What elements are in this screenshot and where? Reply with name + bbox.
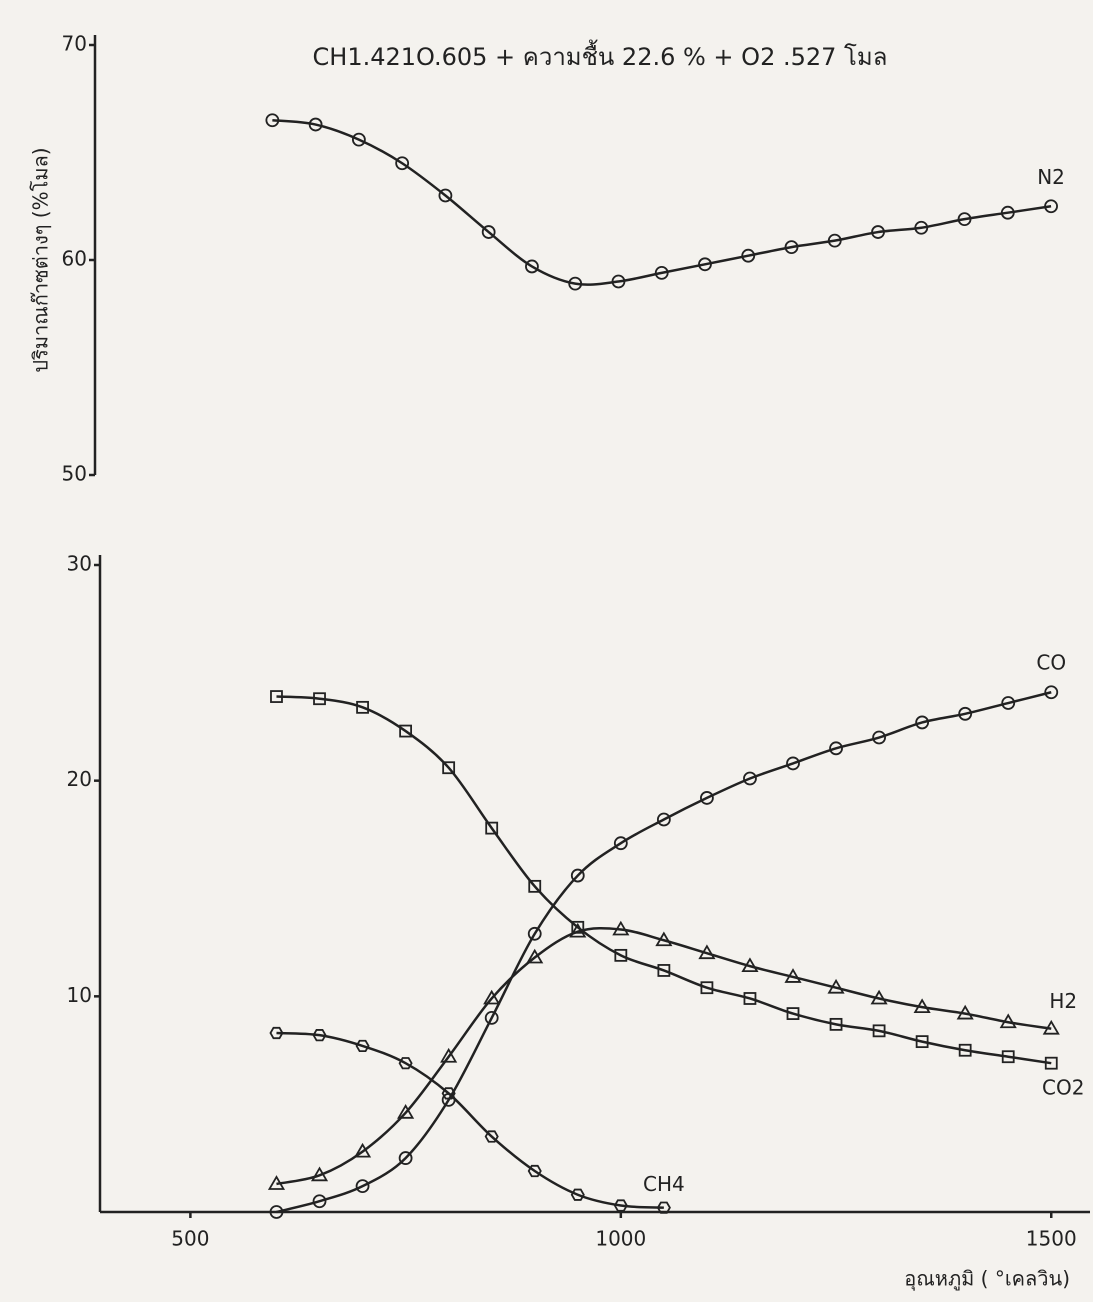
x-tick-label: 1500 xyxy=(1026,1227,1077,1251)
x-axis-label: อุณหภูมิ ( °เคลวิน) xyxy=(904,1267,1070,1292)
x-tick-label: 1000 xyxy=(595,1227,646,1251)
series-label: N2 xyxy=(1037,165,1065,189)
series-line xyxy=(276,692,1051,1212)
y-tick-label: 10 xyxy=(67,983,92,1007)
series-line xyxy=(272,120,1051,284)
chart-title: CH1.421O.605 + ความชื้น 22.6 % + O2 .527… xyxy=(313,39,888,71)
series-label: CO xyxy=(1036,651,1066,675)
chart: CH1.421O.605 + ความชื้น 22.6 % + O2 .527… xyxy=(0,0,1093,1302)
y-tick-label: 70 xyxy=(62,32,87,56)
y-tick-label: 60 xyxy=(62,247,87,271)
x-tick-label: 500 xyxy=(171,1227,209,1251)
y-axis-label: ปริมาณก๊าซต่างๆ (%โมล) xyxy=(29,147,53,372)
series-label: CH4 xyxy=(643,1172,685,1196)
series-label: H2 xyxy=(1049,989,1077,1013)
y-tick-label: 30 xyxy=(67,552,92,576)
series-label: CO2 xyxy=(1042,1076,1084,1100)
y-tick-label: 50 xyxy=(62,462,87,486)
y-tick-label: 20 xyxy=(67,767,92,791)
